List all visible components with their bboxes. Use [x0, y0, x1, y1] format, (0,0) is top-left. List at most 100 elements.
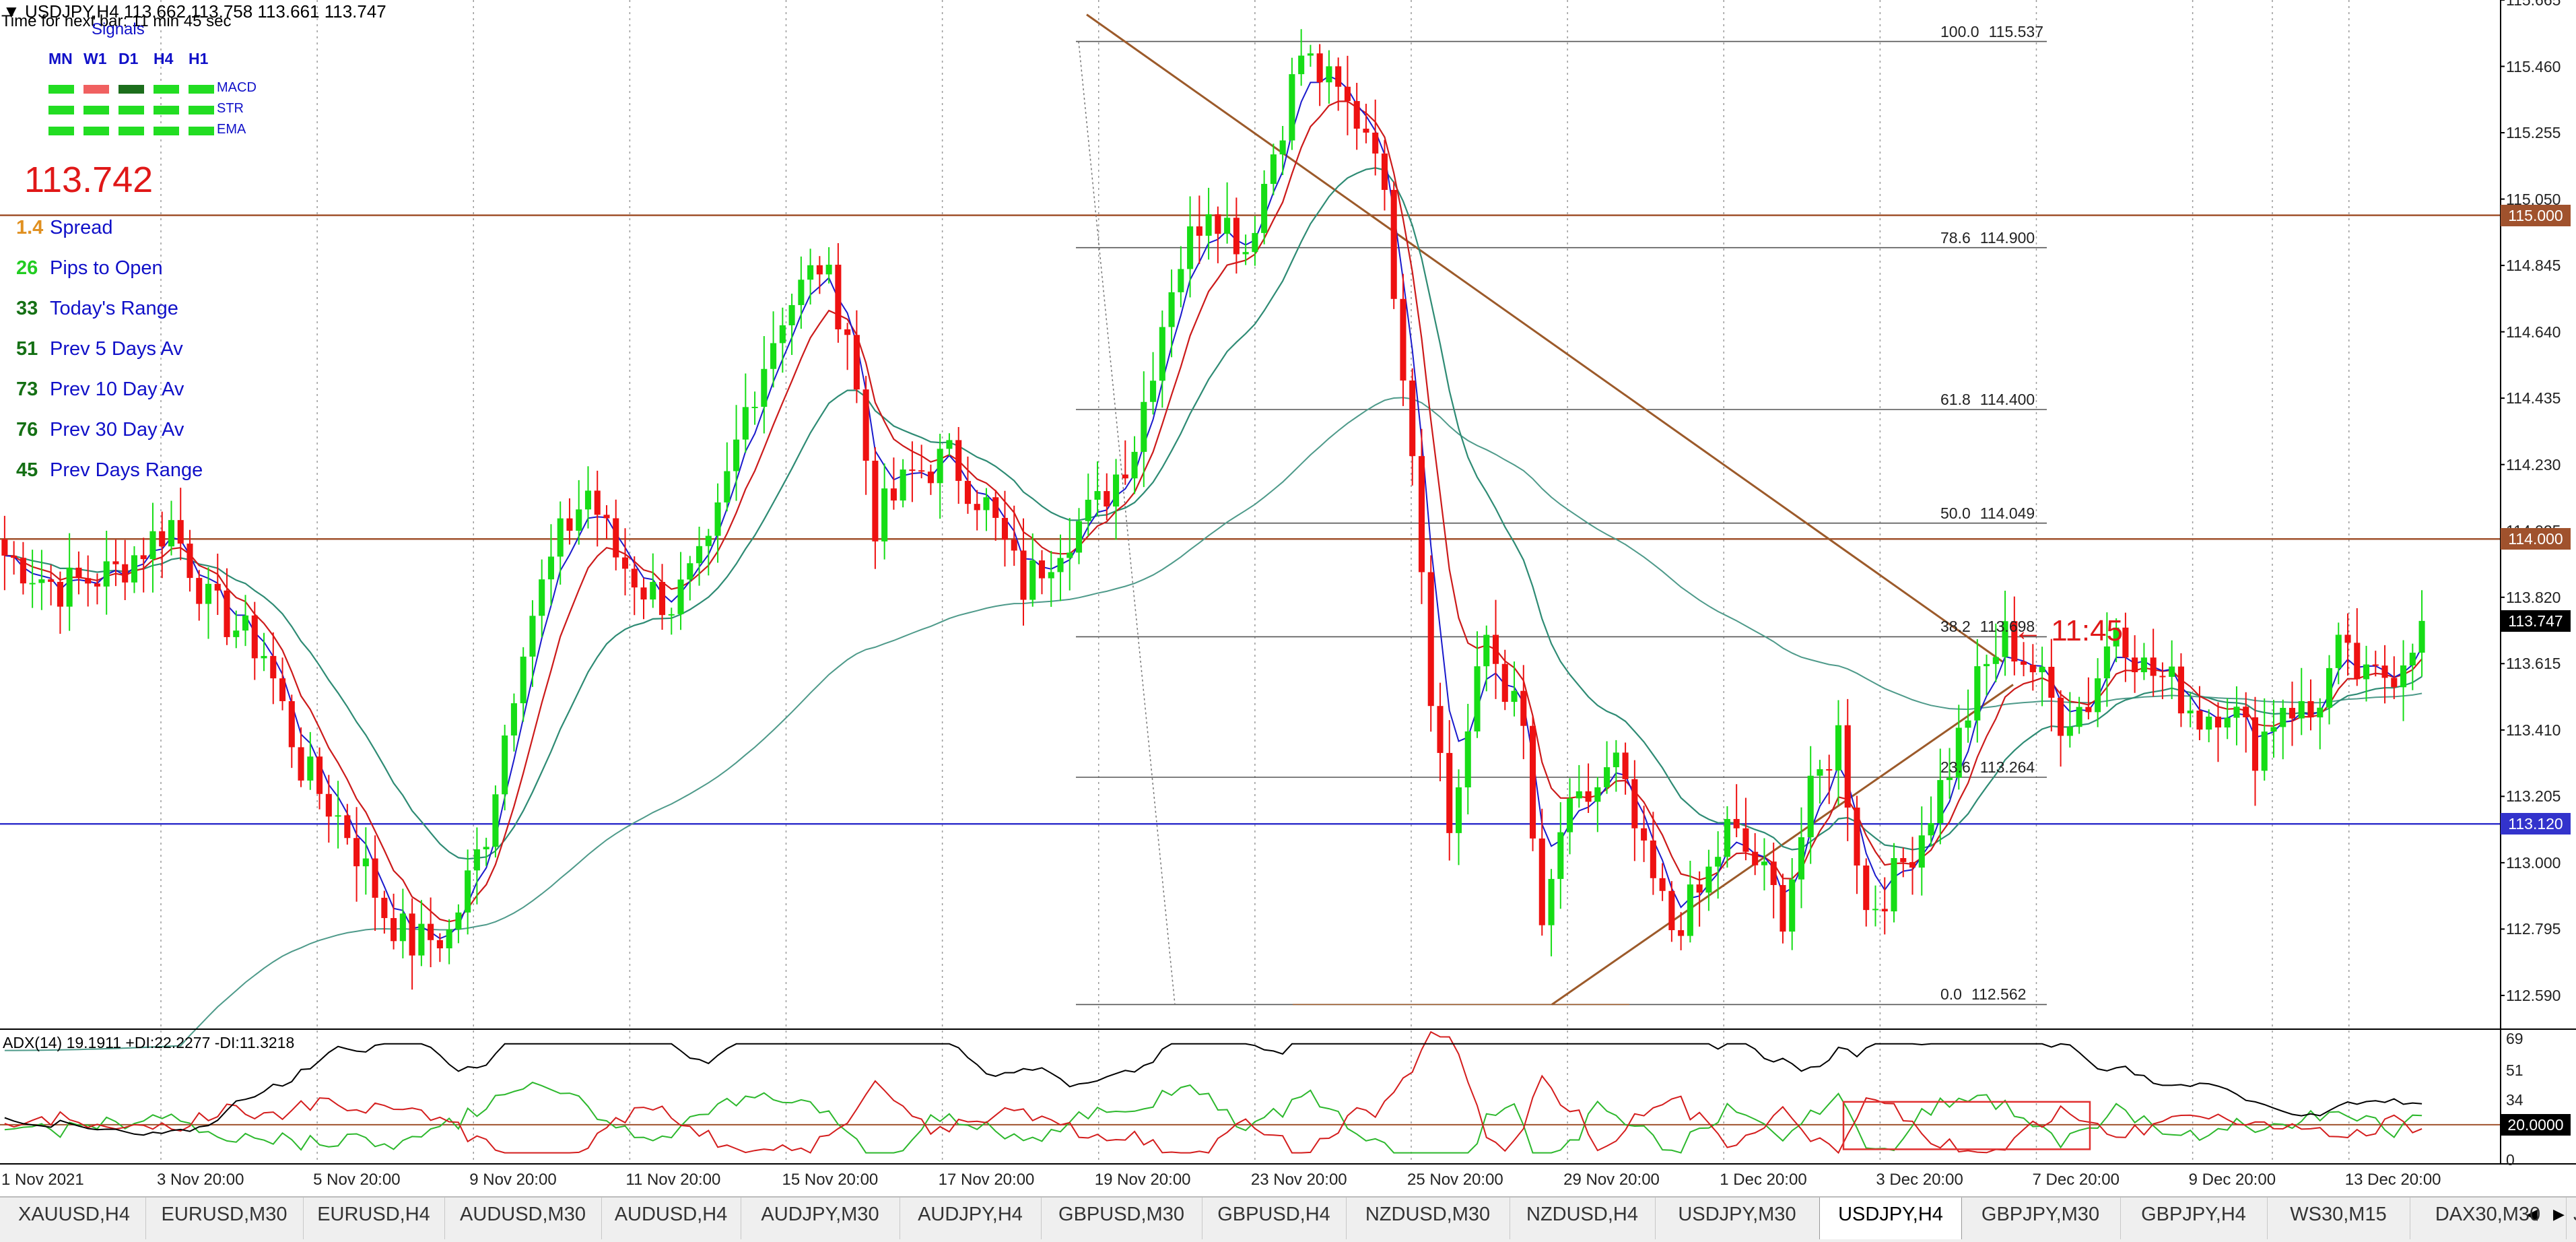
- fib-level-percent: 0.0: [1940, 985, 1962, 1004]
- bearish-candle: [2132, 657, 2138, 673]
- bullish-candle: [1937, 780, 1944, 824]
- bearish-candle: [1381, 153, 1388, 190]
- bullish-candle: [2298, 700, 2305, 719]
- bearish-candle: [844, 329, 851, 335]
- tab-audusd-m30[interactable]: AUDUSD,M30: [444, 1198, 602, 1239]
- bar-countdown: ← 11:45: [2013, 614, 2124, 647]
- tab-audjpy-m30[interactable]: AUDJPY,M30: [741, 1198, 900, 1239]
- tab-audjpy-h4[interactable]: AUDJPY,H4: [900, 1198, 1042, 1239]
- tab-scroll-left-icon[interactable]: ◀: [2526, 1206, 2538, 1222]
- chart-frame: [0, 0, 2576, 1165]
- bearish-candle: [1881, 909, 1888, 912]
- bearish-candle: [909, 469, 916, 471]
- tab-usdjpy-m30[interactable]: USDJPY,M30: [1655, 1198, 1820, 1239]
- fib-level-label: 78.6 114.900: [1940, 229, 2035, 247]
- bullish-candle: [696, 546, 703, 564]
- candlesticks: [1, 29, 2425, 990]
- adx-tick-label: 69: [2506, 1030, 2523, 1047]
- tab-jp2[interactable]: JP2: [2566, 1198, 2576, 1239]
- bearish-candle: [1418, 456, 1425, 573]
- bearish-candle: [1641, 828, 1648, 841]
- highlight-box: [1842, 1101, 2091, 1150]
- bearish-candle: [1501, 663, 1508, 702]
- bearish-candle: [1437, 706, 1444, 753]
- tab-eurusd-m30[interactable]: EURUSD,M30: [145, 1198, 304, 1239]
- bearish-candle: [187, 544, 193, 579]
- bullish-candle: [1974, 666, 1981, 721]
- time-tick-label: 3 Dec 20:00: [1876, 1171, 1963, 1189]
- bullish-candle: [1604, 767, 1611, 787]
- signal-indicator-bar: [48, 106, 74, 115]
- current-price-display: 113.742: [24, 160, 154, 200]
- tab-xauusd-h4[interactable]: XAUUSD,H4: [3, 1198, 146, 1239]
- price-tick-label: 113.205: [2506, 787, 2561, 806]
- bearish-candle: [2011, 621, 2018, 662]
- signal-timeframe-label: H1: [189, 50, 209, 67]
- tab-scroll-right-icon[interactable]: ▶: [2553, 1206, 2565, 1222]
- horizontal-levels: [0, 214, 2501, 825]
- time-tick-label: 1 Nov 2021: [1, 1171, 84, 1189]
- tab-gbpusd-m30[interactable]: GBPUSD,M30: [1041, 1198, 1202, 1239]
- signal-indicator-bar: [118, 106, 144, 115]
- bearish-candle: [2021, 661, 2027, 665]
- adx-main-line: [4, 1043, 2422, 1136]
- fast-moving-average-blue: [4, 75, 2422, 940]
- current-price-tag: 113.747: [2501, 610, 2571, 632]
- price-tick-label: 114.435: [2506, 389, 2561, 407]
- time-tick-label: 29 Nov 20:00: [1563, 1171, 1660, 1189]
- adx-tick-label: 34: [2506, 1091, 2523, 1109]
- bullish-candle: [446, 929, 452, 948]
- bearish-candle: [140, 555, 147, 560]
- bearish-candle: [1900, 857, 1907, 862]
- adx-threshold-tag: 20.0000: [2501, 1113, 2571, 1136]
- tab-gbpusd-h4[interactable]: GBPUSD,H4: [1202, 1198, 1347, 1239]
- signal-row-label: EMA: [217, 122, 246, 137]
- bullish-candle: [770, 343, 777, 369]
- tab-gbpjpy-m30[interactable]: GBPJPY,M30: [1961, 1198, 2121, 1239]
- tab-gbpjpy-h4[interactable]: GBPJPY,H4: [2120, 1198, 2268, 1239]
- tab-audusd-h4[interactable]: AUDUSD,H4: [601, 1198, 741, 1239]
- tab-usdjpy-h4[interactable]: USDJPY,H4: [1819, 1198, 1962, 1239]
- bullish-candle: [2409, 653, 2416, 665]
- bearish-candle: [1353, 101, 1360, 129]
- fib-level-price: 112.562: [1971, 985, 2027, 1004]
- bearish-candle: [316, 756, 323, 794]
- time-tick-label: 3 Nov 20:00: [157, 1171, 244, 1189]
- bullish-candle: [1178, 269, 1184, 292]
- fib-level-label: 50.0 114.049: [1940, 504, 2035, 523]
- tab-eurusd-h4[interactable]: EURUSD,H4: [303, 1198, 445, 1239]
- bullish-candle: [1715, 857, 1722, 867]
- bearish-candle: [344, 815, 351, 839]
- bearish-candle: [1659, 878, 1666, 891]
- bearish-candle: [1372, 132, 1379, 154]
- adx-indicator: [0, 1031, 2501, 1154]
- tab-nzdusd-h4[interactable]: NZDUSD,H4: [1510, 1198, 1656, 1239]
- bullish-candle: [492, 794, 499, 847]
- bearish-candle: [1631, 779, 1638, 828]
- bearish-candle: [853, 335, 860, 390]
- price-level-tag: 113.120: [2501, 813, 2571, 835]
- bullish-candle: [2066, 727, 2073, 736]
- bullish-candle: [149, 531, 156, 560]
- price-tick-label: 113.820: [2506, 588, 2561, 606]
- bearish-candle: [1752, 851, 1759, 865]
- bullish-candle: [650, 582, 656, 600]
- bearish-candle: [658, 582, 666, 616]
- moving-averages: [4, 75, 2422, 1051]
- tab-ws30-m15[interactable]: WS30,M15: [2267, 1198, 2410, 1239]
- tab-dax30-m30[interactable]: DAX30,M30: [2410, 1198, 2567, 1239]
- bullish-candle: [510, 703, 517, 736]
- bullish-candle: [1150, 381, 1157, 402]
- bearish-candle: [621, 557, 629, 569]
- bullish-candle: [1918, 835, 1925, 868]
- bullish-candle: [399, 913, 406, 942]
- bearish-candle: [2354, 643, 2361, 680]
- signal-indicator-bar: [189, 127, 214, 135]
- tab-nzdusd-m30[interactable]: NZDUSD,M30: [1346, 1198, 1510, 1239]
- bullish-candle: [1575, 791, 1582, 799]
- time-tick-label: 11 Nov 20:00: [625, 1171, 721, 1189]
- stat-value: 73: [16, 379, 38, 400]
- bullish-candle: [1567, 798, 1573, 832]
- collapse-triangle-icon[interactable]: ▼: [3, 1, 20, 22]
